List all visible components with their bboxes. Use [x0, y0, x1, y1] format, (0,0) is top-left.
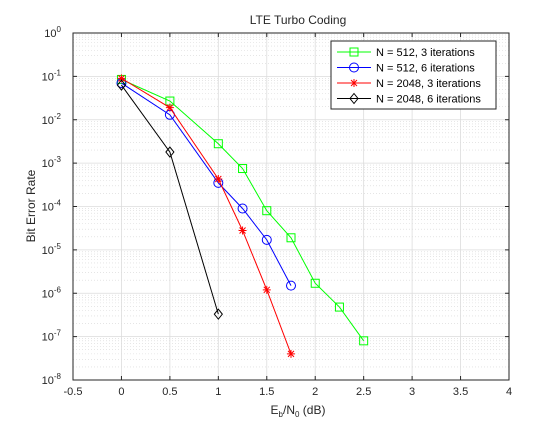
series-4 — [116, 79, 223, 320]
data-point — [238, 226, 247, 235]
x-tick-label: 0.5 — [162, 386, 177, 398]
x-tick-label: 2.5 — [356, 386, 371, 398]
x-tick-label: 2 — [312, 386, 318, 398]
x-tick-label: 1.5 — [259, 386, 274, 398]
series-line — [121, 78, 365, 342]
x-axis-title: Eb/N0 (dB) — [271, 403, 326, 419]
data-point — [116, 79, 127, 91]
chart-title: LTE Turbo Coding — [250, 13, 347, 27]
legend-entry: N = 512, 6 iterations — [337, 62, 475, 75]
y-axis: 100 10-1 10-2 10-3 10-4 10-5 10-6 10-7 10-8 — [42, 25, 509, 387]
x-tick-label: 3.5 — [453, 386, 468, 398]
data-point — [261, 234, 272, 245]
data-point — [213, 308, 223, 320]
legend-marker — [349, 62, 359, 73]
legend-label: N = 512, 3 iterations — [376, 47, 475, 59]
series-line — [121, 84, 219, 315]
x-axis-title-main: E — [271, 403, 279, 417]
data-point — [286, 233, 296, 243]
data-point — [165, 146, 175, 158]
legend-entry: N = 512, 3 iterations — [337, 47, 475, 59]
data-point — [262, 285, 271, 294]
legend-marker — [349, 47, 359, 57]
y-tick-label: 10-4 — [42, 199, 62, 214]
legend-entry: N = 2048, 6 iterations — [337, 92, 481, 106]
series-line — [121, 82, 292, 286]
series-line — [121, 77, 292, 355]
series-3 — [117, 74, 295, 358]
legend: N = 512, 3 iterations N = 512, 6 iteratio… — [330, 40, 497, 110]
data-point — [334, 302, 344, 312]
y-tick-label: 10-1 — [42, 68, 62, 83]
data-point — [359, 336, 369, 346]
legend-label: N = 2048, 3 iterations — [376, 78, 481, 90]
x-axis: -0.5 0 0.5 1 1.5 2 2.5 3 3.5 4 — [64, 33, 512, 398]
legend-marker — [350, 79, 358, 87]
x-tick-label: 0 — [118, 386, 124, 398]
legend-marker — [349, 92, 359, 105]
x-axis-title-tail: (dB) — [299, 403, 325, 417]
y-tick-label: 10-5 — [42, 242, 62, 257]
data-point — [286, 280, 296, 291]
y-tick-label: 10-6 — [42, 285, 62, 300]
legend-label: N = 512, 6 iterations — [376, 63, 475, 75]
y-tick-label: 10-2 — [42, 112, 62, 127]
legend-entry: N = 2048, 3 iterations — [337, 78, 481, 90]
legend-label: N = 2048, 6 iterations — [376, 94, 481, 106]
data-point — [262, 206, 272, 216]
x-tick-label: 3 — [409, 386, 415, 398]
data-point — [287, 349, 295, 358]
y-tick-label: 10-7 — [42, 329, 62, 344]
x-tick-label: 1 — [215, 386, 221, 398]
x-axis-title-sub1: b — [279, 410, 284, 419]
x-tick-label: -0.5 — [64, 386, 83, 398]
data-point — [214, 175, 223, 184]
y-tick-label: 10-8 — [42, 372, 62, 387]
data-point — [117, 74, 126, 83]
x-tick-label: 4 — [506, 386, 512, 398]
y-axis-title: Bit Error Rate — [24, 169, 38, 242]
data-point — [237, 203, 248, 214]
y-tick-label: 10-3 — [42, 155, 62, 170]
x-axis-title-mid: /N — [283, 403, 295, 417]
data-point — [238, 164, 248, 174]
series-layer — [116, 74, 369, 358]
y-tick-label: 100 — [44, 25, 61, 40]
x-axis-title-sub2: 0 — [295, 410, 300, 419]
data-point — [213, 139, 223, 149]
data-point — [310, 278, 320, 288]
data-point — [165, 103, 174, 112]
